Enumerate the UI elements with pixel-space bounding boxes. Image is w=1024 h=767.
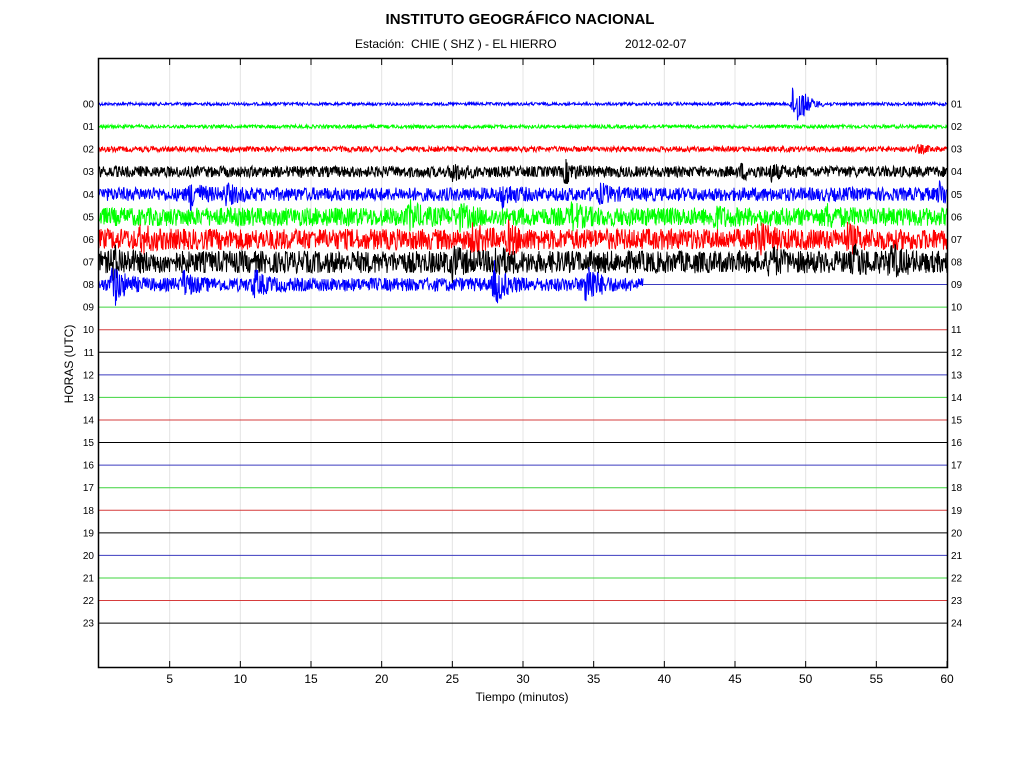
right-hour-label: 13 — [951, 370, 963, 381]
left-hour-label: 04 — [83, 190, 95, 201]
x-axis-ticks: 5 10 15 20 25 30 35 40 45 50 55 60 — [166, 59, 954, 686]
left-hour-label: 16 — [83, 461, 95, 472]
left-hour-label: 19 — [83, 528, 95, 539]
right-hour-labels: 01 02 03 04 05 06 07 08 09 10 11 12 13 14 15 16 17 18 19 20… — [951, 100, 963, 630]
right-hour-label: 14 — [951, 393, 963, 404]
x-tick-label: 55 — [870, 672, 884, 686]
right-hour-label: 22 — [951, 573, 963, 584]
left-hour-label: 17 — [83, 483, 95, 494]
right-hour-label: 09 — [951, 280, 963, 291]
hour-trace — [98, 122, 948, 131]
left-hour-labels: 00 01 02 03 04 05 06 07 08 09 10 11 12 13 14 15 16 17 18 19… — [83, 100, 95, 630]
left-hour-label: 10 — [83, 325, 95, 336]
x-tick-label: 50 — [799, 672, 813, 686]
right-hour-label: 02 — [951, 122, 963, 133]
right-hour-label: 15 — [951, 415, 963, 426]
right-hour-label: 11 — [951, 325, 962, 336]
left-hour-label: 01 — [83, 122, 95, 133]
left-hour-label: 02 — [83, 145, 95, 156]
left-hour-label: 08 — [83, 280, 95, 291]
right-hour-label: 16 — [951, 438, 963, 449]
station-label: Estación: CHIE ( SHZ ) - EL HIERRO — [355, 37, 557, 51]
x-tick-label: 15 — [304, 672, 318, 686]
left-hour-label: 05 — [83, 212, 95, 223]
x-tick-label: 30 — [516, 672, 530, 686]
left-hour-label: 12 — [83, 370, 95, 381]
right-hour-label: 01 — [951, 100, 963, 111]
right-hour-label: 21 — [951, 551, 963, 562]
left-hour-label: 21 — [83, 573, 95, 584]
right-hour-label: 05 — [951, 190, 963, 201]
left-hour-label: 14 — [83, 415, 95, 426]
right-hour-label: 06 — [951, 212, 963, 223]
right-hour-label: 17 — [951, 461, 963, 472]
chart-title: INSTITUTO GEOGRÁFICO NACIONAL — [385, 11, 655, 28]
left-hour-label: 09 — [83, 303, 95, 314]
right-hour-label: 03 — [951, 145, 963, 156]
left-hour-label: 11 — [84, 348, 95, 359]
left-hour-label: 00 — [83, 100, 95, 111]
left-hour-label: 13 — [83, 393, 95, 404]
hour-trace — [98, 180, 948, 212]
right-hour-label: 08 — [951, 257, 963, 268]
right-hour-label: 10 — [951, 303, 963, 314]
x-tick-label: 35 — [587, 672, 601, 686]
left-hour-label: 15 — [83, 438, 95, 449]
left-hour-label: 06 — [83, 235, 95, 246]
x-tick-label: 25 — [446, 672, 460, 686]
x-tick-label: 60 — [940, 672, 954, 686]
x-tick-label: 45 — [728, 672, 742, 686]
right-hour-label: 20 — [951, 528, 963, 539]
date-label: 2012-02-07 — [625, 37, 687, 51]
right-hour-label: 04 — [951, 167, 963, 178]
left-hour-label: 23 — [83, 619, 95, 630]
right-hour-label: 07 — [951, 235, 963, 246]
hour-trace — [98, 260, 644, 306]
right-hour-label: 24 — [951, 619, 963, 630]
right-hour-label: 23 — [951, 596, 963, 607]
left-hour-label: 07 — [83, 257, 95, 268]
x-tick-label: 40 — [658, 672, 672, 686]
hour-trace — [98, 158, 948, 184]
x-axis-label: Tiempo (minutos) — [476, 690, 569, 704]
plot-frame — [97, 57, 949, 669]
hour-trace — [98, 143, 948, 156]
hour-trace — [98, 243, 948, 283]
x-tick-label: 5 — [166, 672, 173, 686]
right-hour-label: 18 — [951, 483, 963, 494]
grid-lines — [169, 59, 877, 667]
hour-trace — [98, 87, 948, 121]
x-tick-label: 10 — [234, 672, 248, 686]
y-axis-label: HORAS (UTC) — [62, 325, 76, 404]
hour-trace — [98, 199, 948, 233]
x-tick-label: 20 — [375, 672, 389, 686]
right-hour-label: 19 — [951, 506, 963, 517]
right-hour-label: 12 — [951, 348, 963, 359]
left-hour-label: 22 — [83, 596, 95, 607]
left-hour-label: 18 — [83, 506, 95, 517]
hour-trace — [98, 219, 948, 256]
left-hour-label: 20 — [83, 551, 95, 562]
trace-group — [98, 87, 948, 624]
left-hour-label: 03 — [83, 167, 95, 178]
